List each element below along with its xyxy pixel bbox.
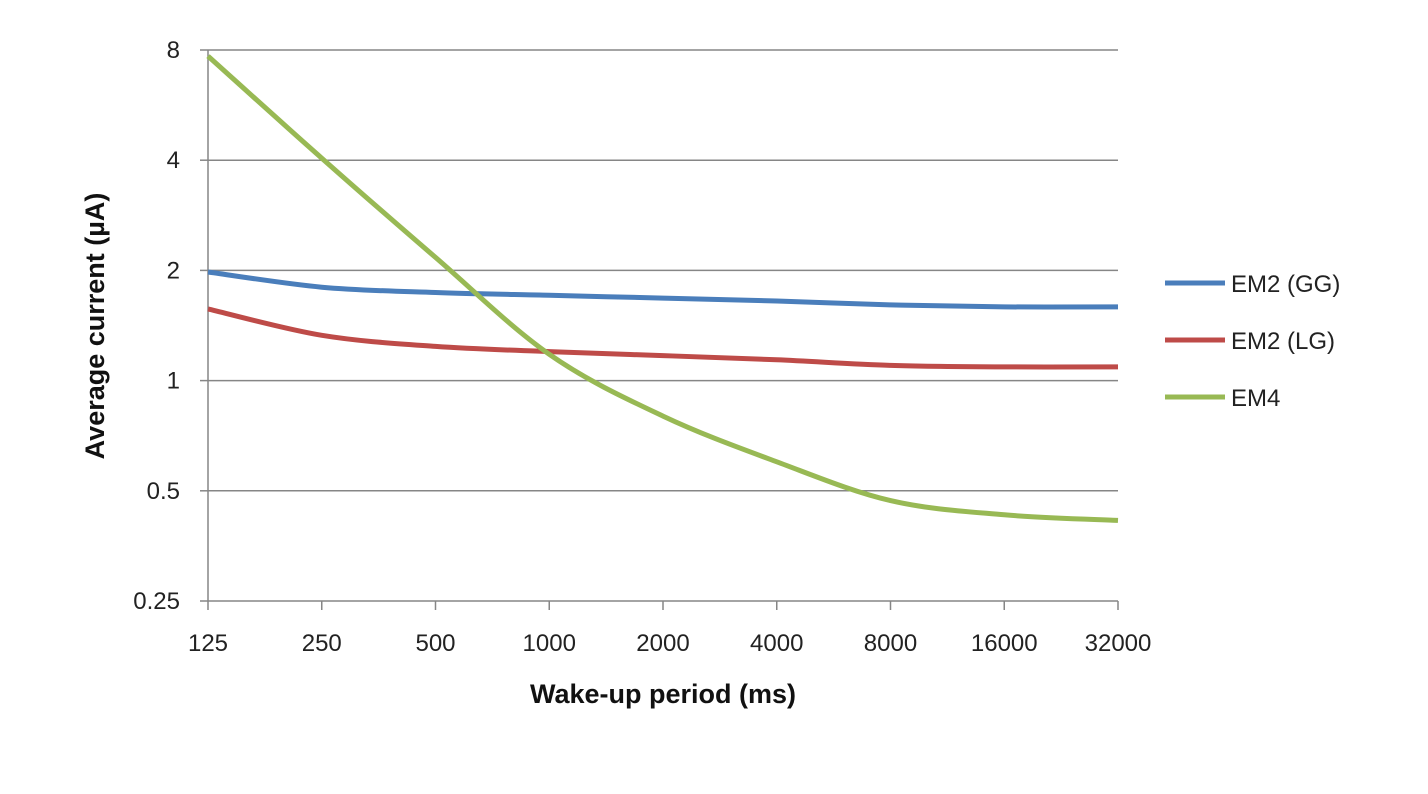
x-tick-label: 2000 — [636, 630, 689, 657]
y-tick-label: 0.25 — [133, 588, 180, 615]
y-tick-label: 2 — [167, 257, 180, 284]
x-tick-label: 16000 — [971, 630, 1038, 657]
legend: EM2 (GG) EM2 (LG) EM4 — [1165, 271, 1340, 412]
x-tick-label: 125 — [188, 630, 228, 657]
x-tick-label: 32000 — [1085, 630, 1152, 657]
series-line-em4 — [206, 54, 1119, 523]
x-tick-label: 4000 — [750, 630, 803, 657]
series-lines — [206, 54, 1119, 523]
x-tick-label: 250 — [302, 630, 342, 657]
series-line-em2-lg — [207, 306, 1119, 370]
x-tick-label: 1000 — [523, 630, 576, 657]
series-line-em2-gg — [207, 269, 1119, 310]
legend-label-em4: EM4 — [1231, 385, 1280, 412]
y-tick-label: 1 — [167, 368, 180, 395]
y-tick-label: 8 — [167, 37, 180, 64]
x-tick-label: 500 — [415, 630, 455, 657]
y-tick-label: 4 — [167, 147, 180, 174]
x-tick-label: 8000 — [864, 630, 917, 657]
y-tick-label: 0.5 — [147, 478, 180, 505]
gridlines — [208, 49, 1118, 492]
y-axis-ticks: 0.25 0.5 1 2 4 8 — [133, 37, 208, 615]
axes — [207, 50, 1118, 602]
x-axis-title: Wake-up period (ms) — [530, 679, 796, 709]
legend-label-em2-gg: EM2 (GG) — [1231, 271, 1340, 298]
x-axis-ticks: 125 250 500 1000 2000 4000 8000 16000 32000 — [188, 601, 1151, 657]
legend-label-em2-lg: EM2 (LG) — [1231, 328, 1335, 355]
y-axis-title: Average current (µA) — [80, 193, 110, 460]
